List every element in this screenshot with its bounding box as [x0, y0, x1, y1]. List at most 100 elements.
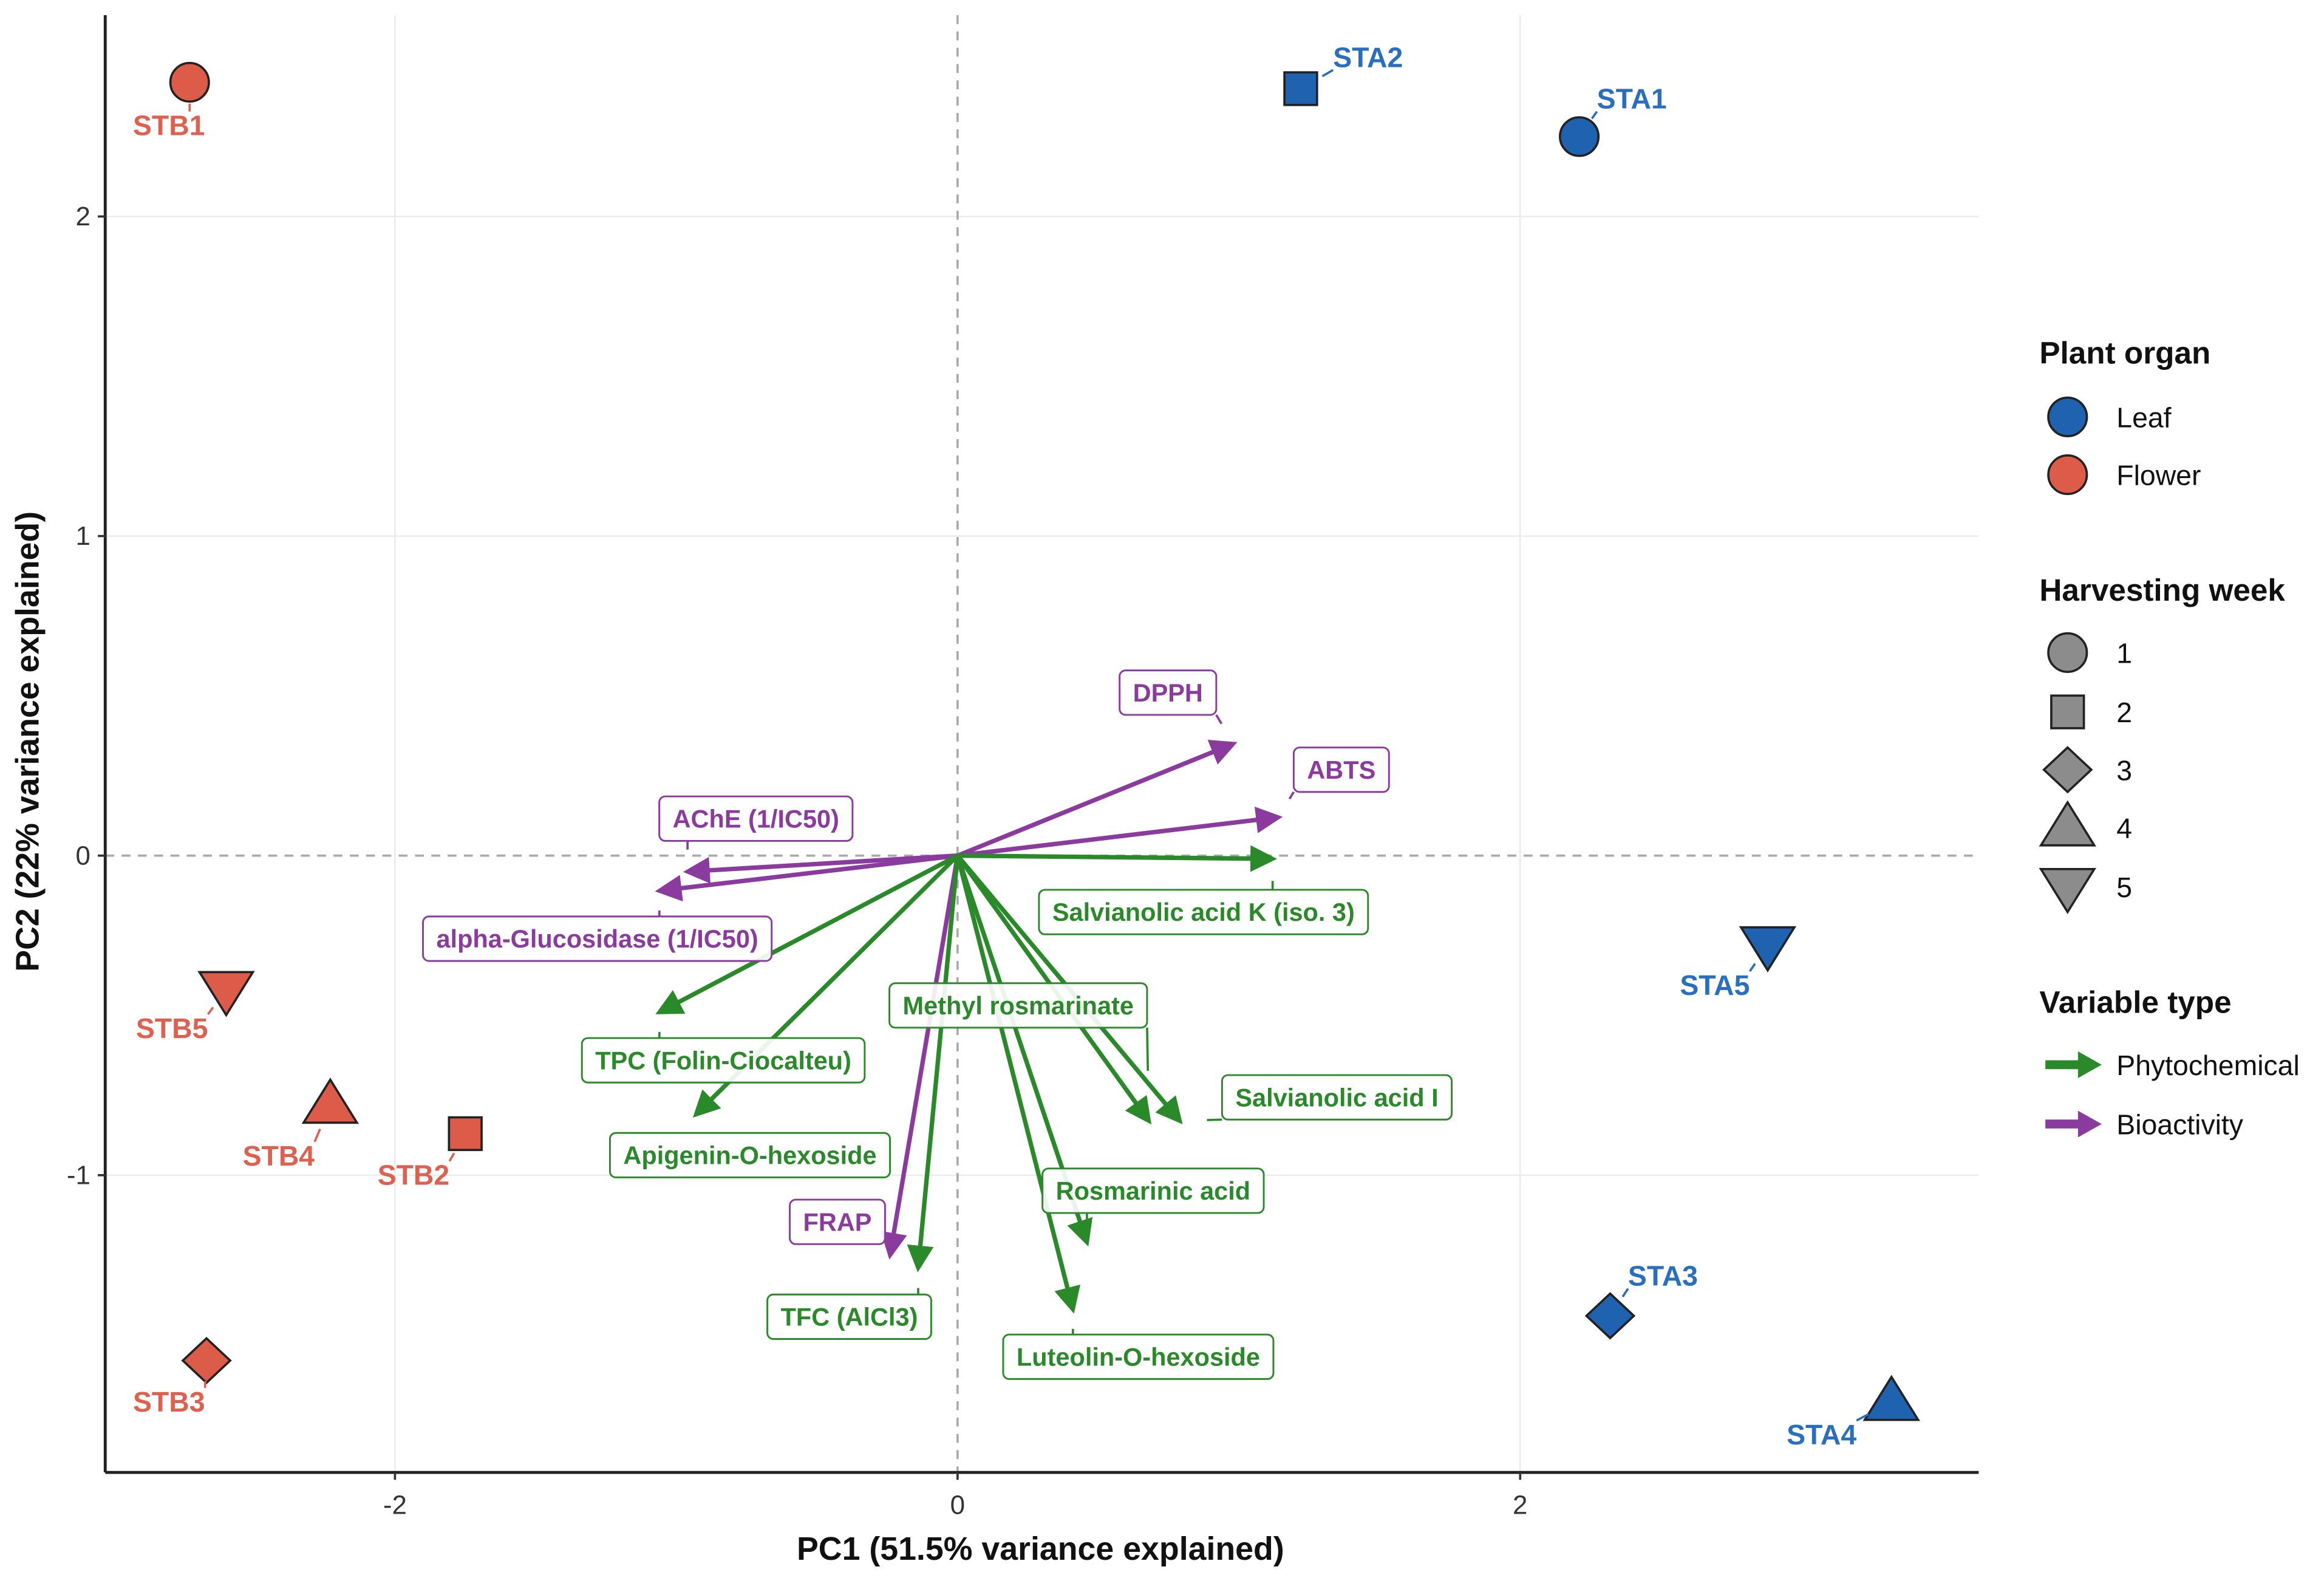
legend-item: 1	[2047, 632, 2132, 674]
point-label: STA5	[1680, 969, 1750, 1001]
legend-group: Variable type Phytochemical Bioactivity	[2039, 985, 2299, 1141]
axes: -2 0 2 -1 0 1 2	[67, 15, 1979, 1520]
legend-title: Variable type	[2039, 985, 2231, 1020]
loading-label-text: FRAP	[803, 1207, 872, 1236]
loading-label-text: Salvianolic acid I	[1235, 1083, 1438, 1112]
x-tick-label: 2	[1513, 1490, 1527, 1520]
legend-item-label: Bioactivity	[2116, 1109, 2244, 1141]
sample-point: STB3	[133, 1336, 232, 1418]
point-triangle-up	[1862, 1375, 1920, 1421]
legend-group: Harvesting week 1 2 3 4 5	[2039, 573, 2285, 915]
point-triangle-down	[1739, 926, 1797, 972]
legend-key-shape	[2039, 867, 2096, 915]
legend-item: 3	[2042, 746, 2132, 794]
loading-label-box	[1119, 669, 1218, 716]
loading-label-box	[422, 915, 773, 962]
legend-item-label: Flower	[2116, 460, 2201, 491]
y-tick-label: 0	[75, 841, 90, 870]
loading-label: TPC (Folin-Ciocalteu)	[581, 1032, 866, 1084]
loading-arrow	[957, 807, 1283, 858]
legend-item: Leaf	[2047, 396, 2172, 437]
loading-label-box	[581, 1037, 866, 1084]
legend-key-shape	[2042, 746, 2093, 794]
sample-point: STA1	[1558, 83, 1667, 157]
loading-label: Methyl rosmarinate	[888, 982, 1150, 1071]
y-tick-label: -1	[67, 1160, 90, 1190]
legend-key-arrow-head	[2077, 1110, 2102, 1138]
loading-label-text: AChE (1/IC50)	[673, 804, 839, 833]
loading-arrow	[881, 855, 960, 1260]
legend-item-label: 4	[2116, 813, 2132, 844]
loading-label-text: TPC (Folin-Ciocalteu)	[595, 1046, 851, 1074]
loading-arrow	[907, 855, 960, 1272]
loading-label-box	[888, 982, 1148, 1029]
loading-label: TFC (AlCl3)	[766, 1288, 932, 1340]
loading-label-box	[766, 1293, 932, 1340]
sample-point: STB4	[243, 1078, 360, 1172]
label-leader	[1321, 69, 1334, 78]
loading-label: AChE (1/IC50)	[658, 795, 854, 850]
label-leader	[1748, 963, 1756, 972]
label-leader	[1215, 714, 1223, 725]
legend-title: Plant organ	[2039, 336, 2210, 371]
legend-key-circle	[2047, 396, 2088, 437]
loading-label-text: Luteolin-O-hexoside	[1017, 1342, 1260, 1371]
loading-label-text: DPPH	[1133, 678, 1203, 707]
loading-label: Apigenin-O-hexoside	[608, 1132, 891, 1178]
point-label: STB5	[136, 1013, 208, 1044]
label-leader	[1621, 1288, 1629, 1297]
point-square	[448, 1116, 483, 1152]
point-triangle-up	[301, 1078, 360, 1124]
loading-label-text: Methyl rosmarinate	[903, 991, 1134, 1020]
label-leader	[313, 1129, 321, 1143]
legend-item-label: Phytochemical	[2116, 1050, 2299, 1081]
legend-item-label: 1	[2116, 638, 2132, 669]
loading-arrow	[655, 853, 959, 1014]
sample-points: STB1 STA2 STA1 STB5 STB4 STB2 STB3 STA5 STA3 STA4	[133, 41, 1920, 1450]
point-label: STB1	[133, 110, 205, 142]
loading-label: DPPH	[1119, 669, 1223, 725]
loading-label: Salvianolic acid K (iso. 3)	[1038, 881, 1369, 935]
loading-label-box	[608, 1132, 891, 1178]
legend-item-label: Leaf	[2116, 401, 2171, 433]
loading-label-box	[1221, 1074, 1453, 1121]
label-leader	[448, 1152, 455, 1162]
loading-label-text: TFC (AlCl3)	[781, 1303, 918, 1331]
legend-title: Harvesting week	[2039, 573, 2285, 607]
loading-label: ABTS	[1288, 746, 1390, 800]
x-tick-label: -2	[383, 1490, 407, 1520]
loading-arrow	[683, 853, 958, 884]
loading-label: Luteolin-O-hexoside	[1002, 1328, 1275, 1380]
x-tick-label: 0	[950, 1490, 965, 1520]
point-square	[1283, 71, 1318, 106]
loading-label-box	[1292, 746, 1390, 793]
loading-label-text: Apigenin-O-hexoside	[623, 1141, 876, 1169]
loading-label: Salvianolic acid I	[1207, 1074, 1453, 1121]
y-tick-label: 1	[75, 521, 90, 551]
point-circle	[1558, 116, 1600, 157]
loading-label: FRAP	[789, 1198, 886, 1245]
point-diamond	[181, 1336, 232, 1385]
loading-arrow	[957, 845, 1277, 872]
point-label: STA2	[1333, 41, 1403, 73]
legend-key-shape	[2047, 632, 2088, 674]
loading-label-box	[1041, 1167, 1265, 1214]
sample-point: STA2	[1283, 41, 1403, 106]
loading-label-text: alpha-Glucosidase (1/IC50)	[436, 924, 758, 953]
y-axis-title: PC2 (22% variance explained)	[9, 511, 46, 972]
loading-arrow	[956, 739, 1238, 858]
loading-label-text: Salvianolic acid K (iso. 3)	[1052, 898, 1355, 926]
loading-arrow	[955, 855, 1081, 1314]
point-label: STB3	[133, 1386, 205, 1418]
loading-label-box	[1002, 1333, 1275, 1380]
point-label: STB4	[243, 1140, 315, 1172]
legend-item: 5	[2039, 867, 2132, 915]
legend: Plant organ Leaf Flower Harvesting week 1 2 3 4…	[2039, 336, 2300, 1141]
loading-label-box	[789, 1198, 886, 1245]
point-label: STA4	[1787, 1419, 1856, 1450]
label-leader	[1146, 1027, 1150, 1071]
legend-item: 2	[2050, 694, 2132, 729]
sample-point: STA4	[1787, 1375, 1920, 1450]
label-leader	[1856, 1413, 1869, 1422]
